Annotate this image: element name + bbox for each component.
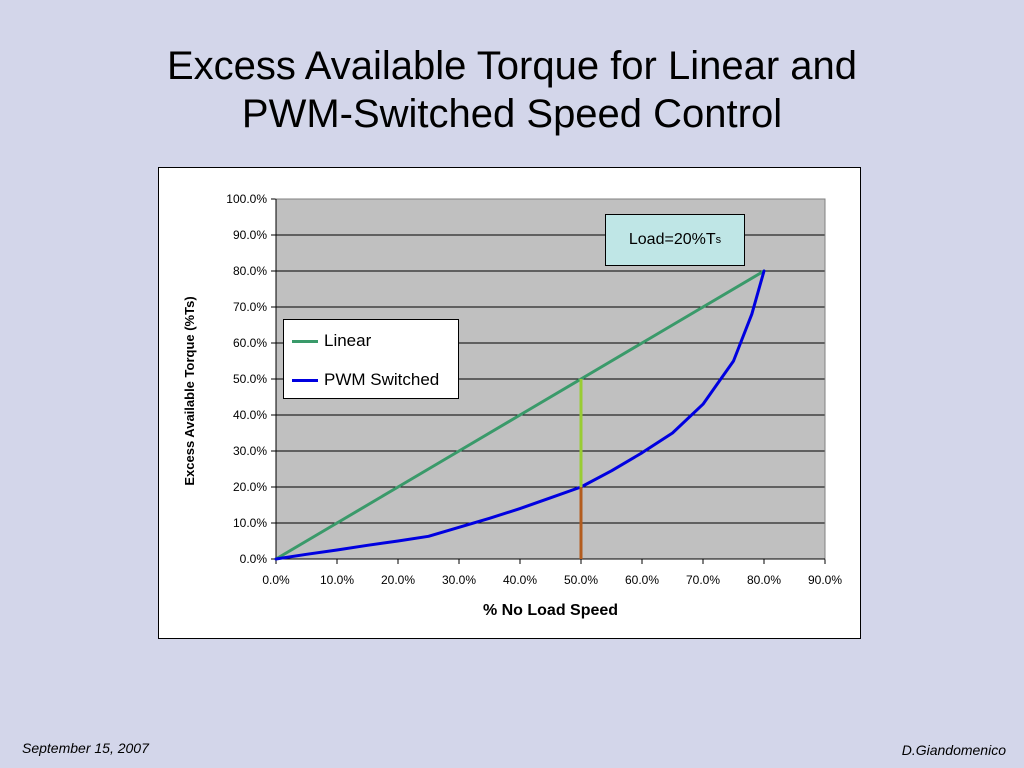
x-tick-label: 30.0% [442, 573, 476, 587]
series-line-pwm [274, 269, 766, 561]
legend-swatch-linear [292, 339, 318, 343]
x-tick-label: 40.0% [503, 573, 537, 587]
x-tick-label: 20.0% [381, 573, 415, 587]
chart-svg: 0.0% 10.0% 20.0% 30.0% 40.0% 50.0% 60.0% 70.0% 8… [182, 192, 842, 619]
x-axis-title: % No Load Speed [483, 602, 618, 619]
x-tick-label: 60.0% [625, 573, 659, 587]
y-tick-label: 10.0% [233, 516, 267, 530]
footer-date: September 15, 2007 [22, 740, 149, 756]
legend-label-linear: Linear [324, 331, 372, 350]
slide-title-line-1: Excess Available Torque for Linear and [166, 44, 858, 88]
legend-item-pwm: PWM Switched [292, 369, 439, 391]
y-tick-label: 90.0% [233, 228, 267, 242]
load-annotation: Load=20%T s [605, 214, 745, 266]
series-line-linear [274, 269, 766, 561]
legend-label-pwm: PWM Switched [324, 370, 440, 389]
legend-item-linear: Linear [292, 330, 371, 352]
y-tick-label: 80.0% [233, 264, 267, 278]
load-annotation-text: Load=20%T [628, 231, 716, 248]
y-tick-label: 0.0% [240, 552, 268, 566]
x-tick-label: 10.0% [320, 573, 354, 587]
y-tick-label: 40.0% [233, 408, 267, 422]
y-tick-label: 70.0% [233, 300, 267, 314]
load-annotation-subscript: s [715, 234, 722, 246]
x-tick-label: 90.0% [808, 573, 842, 587]
legend-swatch-pwm [292, 378, 318, 382]
x-tick-label: 50.0% [564, 573, 598, 587]
x-tick-label: 0.0% [262, 573, 290, 587]
y-tick-label: 60.0% [233, 336, 267, 350]
x-tick-label: 80.0% [747, 573, 781, 587]
footer-author: D.Giandomenico [901, 742, 1006, 758]
y-axis-title: Excess Available Torque (%Ts) [182, 296, 197, 485]
slide-title-line-2: PWM-Switched Speed Control [241, 92, 783, 136]
y-tick-label: 20.0% [233, 480, 267, 494]
y-tick-label: 30.0% [233, 444, 267, 458]
slide-title: Excess Available Torque for Linear and P… [0, 42, 1024, 138]
x-tick-label: 70.0% [686, 573, 720, 587]
y-tick-label: 50.0% [233, 372, 267, 386]
y-tick-label: 100.0% [226, 192, 267, 206]
chart-frame: 0.0% 10.0% 20.0% 30.0% 40.0% 50.0% 60.0% 70.0% 8… [158, 167, 861, 639]
chart-legend: Linear PWM Switched [283, 319, 459, 399]
